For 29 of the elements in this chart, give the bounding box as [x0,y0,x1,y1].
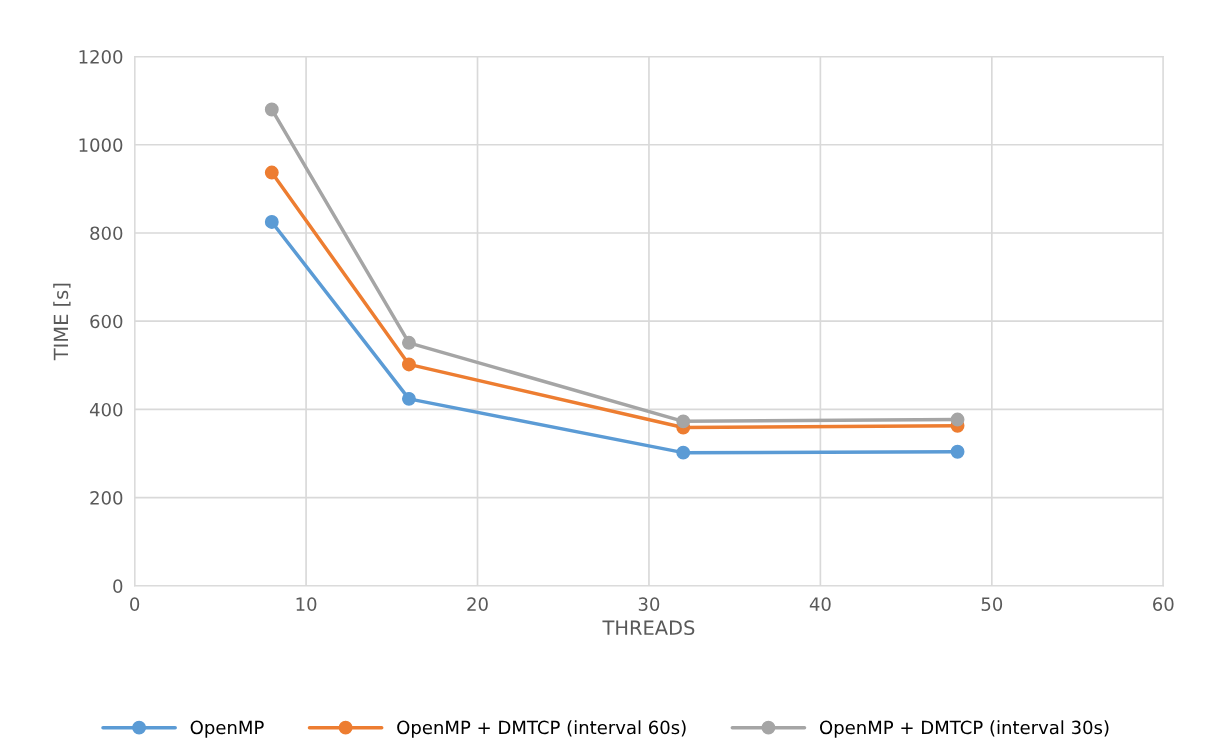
x-tick-label: 0 [130,597,140,611]
point [950,412,965,427]
legend-label: OpenMP [190,720,264,738]
y-tick-label: 200 [90,491,123,505]
x-tick-label: 40 [809,597,831,611]
point [401,391,416,406]
point [401,335,416,350]
y-tick-label: 0 [113,579,123,593]
y-tick-label: 800 [90,226,123,241]
x-tick-label: 20 [467,597,488,611]
point [401,357,416,372]
point [950,444,965,459]
point [676,414,691,429]
y-tick-label: 1200 [79,50,123,64]
x-tick-label: 10 [296,597,317,611]
y-axis-title: TIME [s] [53,283,71,361]
x-tick-label: 30 [638,597,660,611]
point [264,165,279,180]
point [264,102,279,117]
legend-label: OpenMP + DMTCP (interval 60s) [397,720,686,738]
legend-label: OpenMP + DMTCP (interval 30s) [820,720,1109,738]
point [264,215,279,229]
y-tick-label: 600 [90,314,123,329]
x-axis-title: THREADS [602,620,695,636]
y-tick-label: 400 [89,402,123,417]
y-tick-label: 1000 [79,138,123,152]
x-tick-label: 60 [1153,597,1174,611]
x-tick-label: 50 [981,597,1003,611]
point [676,445,691,460]
